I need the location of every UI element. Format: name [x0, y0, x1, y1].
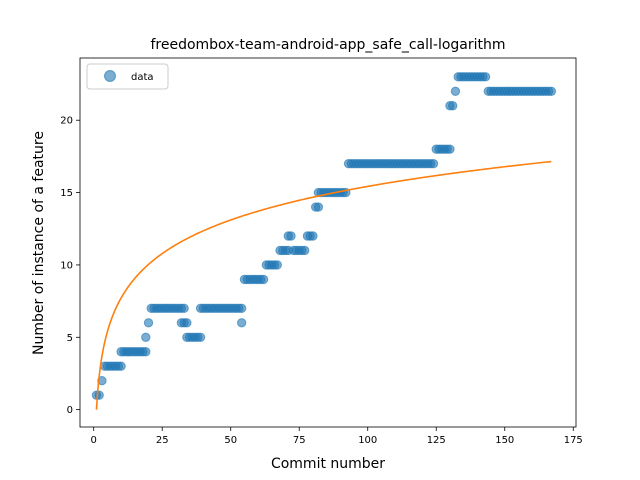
x-tick-label-100: 100 — [358, 435, 377, 446]
chart-title: freedombox-team-android-app_safe_call-lo… — [150, 37, 505, 53]
data-point-73 — [272, 260, 282, 270]
x-tick-label-75: 75 — [293, 435, 306, 446]
data-point-60 — [236, 318, 247, 328]
y-axis-label: Number of instance of a feature — [31, 131, 47, 355]
fit-line — [95, 160, 552, 410]
data-point-87 — [308, 231, 318, 241]
plot-content — [91, 72, 557, 410]
x-tick-label-0: 0 — [91, 435, 97, 446]
data-point-43 — [195, 332, 206, 342]
data-point-140 — [447, 101, 458, 111]
x-tick-label-125: 125 — [427, 435, 446, 446]
legend-box — [86, 63, 169, 90]
data-point-34 — [179, 303, 189, 314]
data-point-2 — [97, 375, 107, 386]
data-point-68 — [258, 274, 269, 285]
y-tick-label-0: 0 — [67, 405, 73, 416]
data-point-152 — [480, 72, 491, 82]
data-point-20 — [141, 332, 151, 342]
axes: 0 25 50 75 100 125 150 175 0 5 10 15 20 — [60, 57, 583, 446]
data-point-138 — [445, 144, 455, 154]
axes-frame — [79, 57, 577, 428]
data-point-1 — [94, 390, 104, 400]
x-axis-label: Commit number — [271, 456, 385, 472]
y-tick-label-15: 15 — [60, 188, 73, 199]
legend: data — [86, 63, 169, 90]
y-tick-label-5: 5 — [67, 333, 73, 344]
data-point-141 — [450, 86, 461, 96]
x-tick-label-150: 150 — [495, 435, 514, 446]
data-point-21 — [143, 318, 154, 328]
y-tick-label-10: 10 — [60, 260, 73, 271]
data-point-176 — [546, 86, 557, 96]
x-tick-label-25: 25 — [156, 435, 169, 446]
x-tick-label-175: 175 — [564, 435, 583, 446]
data-point-19 — [141, 347, 151, 357]
data-point-59 — [236, 303, 247, 314]
legend-label-data: data — [131, 72, 154, 83]
data-point-9 — [116, 361, 126, 371]
data-point-89 — [313, 202, 324, 212]
y-tick-label-20: 20 — [60, 116, 73, 127]
data-point-37 — [182, 318, 192, 328]
x-tick-label-50: 50 — [224, 435, 237, 446]
data-point-79 — [286, 231, 296, 241]
legend-marker-data — [104, 70, 116, 82]
data-point-84 — [300, 245, 310, 256]
data-point-132 — [428, 158, 439, 169]
